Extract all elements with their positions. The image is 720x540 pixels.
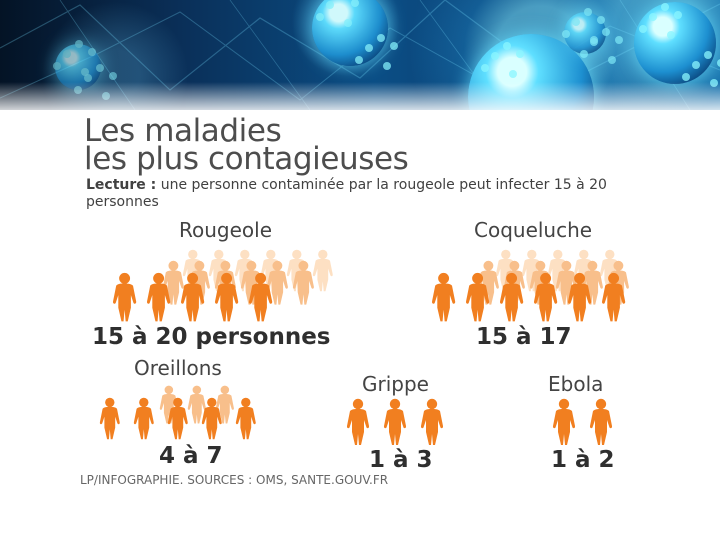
disease-label-coqueluche: Coqueluche <box>474 218 593 242</box>
count-coqueluche: 15 à 17 <box>476 324 572 350</box>
person-figure-icon <box>533 272 558 322</box>
person-figure-icon <box>555 260 577 305</box>
person-figure-icon <box>187 385 206 424</box>
person-figure-icon <box>420 398 444 445</box>
person-figure-icon <box>499 272 524 322</box>
person-figure-icon <box>180 272 205 322</box>
person-figure-icon <box>292 260 314 305</box>
person-figure-icon <box>567 272 592 322</box>
virus-icon <box>312 0 388 66</box>
person-figure-icon <box>214 272 239 322</box>
person-figure-icon <box>133 397 154 440</box>
person-figure-icon <box>465 272 490 322</box>
person-figure-icon <box>601 272 626 322</box>
count-grippe: 1 à 3 <box>369 447 433 473</box>
reading-note-label: Lecture : <box>86 177 157 193</box>
disease-label-oreillons: Oreillons <box>134 356 222 380</box>
virus-icon <box>634 2 716 84</box>
person-figure-icon <box>201 397 222 440</box>
ebola-people-group <box>552 398 613 445</box>
infographic-title: Les maladies les plus contagieuses <box>84 116 409 175</box>
person-figure-icon <box>235 397 256 440</box>
person-figure-icon <box>346 398 370 445</box>
person-figure-icon <box>99 397 120 440</box>
reading-note-text: une personne contaminée par la rougeole … <box>86 177 607 210</box>
person-figure-icon <box>215 385 234 424</box>
person-figure-icon <box>431 272 456 322</box>
disease-label-grippe: Grippe <box>362 372 429 396</box>
disease-label-ebola: Ebola <box>548 372 604 396</box>
oreillons-people-group <box>99 385 256 440</box>
virus-icon <box>564 12 606 54</box>
person-figure-icon <box>266 260 288 305</box>
title-line-1: Les maladies <box>84 113 282 149</box>
person-figure-icon <box>383 398 407 445</box>
person-figure-icon <box>552 398 576 445</box>
rougeole-people-group <box>112 249 333 322</box>
contagious-diseases-infographic: Les maladies les plus contagieuses Lectu… <box>64 111 666 521</box>
count-rougeole: 15 à 20 personnes <box>92 324 331 350</box>
person-figure-icon <box>589 398 613 445</box>
person-figure-icon <box>162 260 184 305</box>
person-figure-icon <box>146 272 171 322</box>
person-figure-icon <box>112 272 137 322</box>
source-line: LP/INFOGRAPHIE. SOURCES : OMS, SANTE.GOU… <box>80 473 389 487</box>
title-line-2: les plus contagieuses <box>84 141 409 177</box>
grippe-people-group <box>346 398 444 445</box>
person-figure-icon <box>248 272 273 322</box>
reading-note: Lecture : une personne contaminée par la… <box>86 177 626 211</box>
count-oreillons: 4 à 7 <box>159 443 223 469</box>
person-figure-icon <box>167 397 188 440</box>
person-figure-icon <box>477 260 499 305</box>
coqueluche-people-group <box>431 249 629 322</box>
count-ebola: 1 à 2 <box>551 447 615 473</box>
person-figure-icon <box>312 249 333 292</box>
person-figure-icon <box>581 260 603 305</box>
disease-label-rougeole: Rougeole <box>179 218 273 242</box>
